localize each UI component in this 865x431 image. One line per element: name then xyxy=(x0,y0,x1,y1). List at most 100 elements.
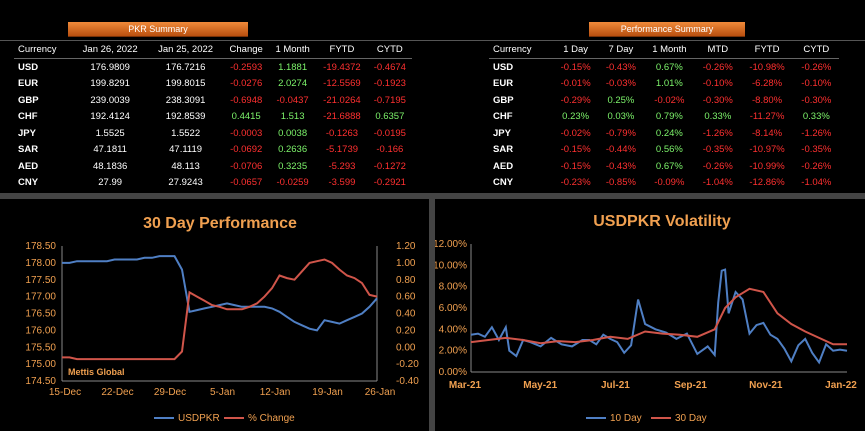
chart1-legend-label: USDPKR xyxy=(178,413,220,424)
perf-cell: CHF xyxy=(493,111,513,123)
perf-row: USD -0.15% -0.43% 0.67% -0.26% -10.98% -0.26% xyxy=(489,59,839,76)
pkr-cell: -3.599 xyxy=(328,177,356,189)
pkr-cell: 192.8539 xyxy=(165,111,206,123)
pkr-row: GBP 239.0039 238.3091 -0.6948 -0.0437 -21.026… xyxy=(14,92,412,109)
pkr-cell: USD xyxy=(18,61,39,73)
pkr-cell: -19.4372 xyxy=(323,61,361,73)
chart2-legend-label: 10 Day xyxy=(610,413,642,424)
chart2-y-tick: 8.00% xyxy=(439,282,467,293)
perf-cell: -0.85% xyxy=(605,177,636,189)
chart1-series-pct-change-line xyxy=(62,258,378,361)
performance-summary-header: Performance Summary xyxy=(589,22,745,37)
chart1-y-right-tick: 1.20 xyxy=(396,241,416,252)
pkr-row: AED 48.1836 48.113 -0.0706 0.3235 -5.293 -0.12… xyxy=(14,158,412,175)
chart2-legend-label: 30 Day xyxy=(675,413,707,424)
header-rule xyxy=(0,40,865,41)
pkr-cell: 176.7216 xyxy=(165,61,206,73)
pkr-cell: -0.6948 xyxy=(230,94,263,106)
perf-cell: -0.26% xyxy=(702,160,733,172)
pkr-row: USD 176.9809 176.7216 -0.2593 1.1881 -19.4372… xyxy=(14,59,412,76)
pkr-cell: 1.513 xyxy=(280,111,305,123)
perf-col-header: 1 Day xyxy=(552,41,599,59)
perf-cell: -0.29% xyxy=(560,94,591,106)
pkr-col-header: Currency xyxy=(14,41,73,59)
chart1-series-usdpkr-line xyxy=(62,255,378,332)
pkr-cell: 0.3235 xyxy=(278,160,308,172)
chart2-axes: 12.00% 10.00% 8.00% 6.00% 4.00% 2.00% 0.00% Mar… xyxy=(435,239,857,391)
chart1-legend-label: % Change xyxy=(248,413,295,424)
perf-cell: CNY xyxy=(493,177,514,189)
perf-cell: -0.79% xyxy=(605,127,636,139)
perf-cell: 0.33% xyxy=(704,111,732,123)
perf-cell: -1.26% xyxy=(702,127,733,139)
perf-cell: -8.14% xyxy=(752,127,783,139)
chart1-y-right-tick: -0.20 xyxy=(396,359,419,370)
perf-col-header: Currency xyxy=(489,41,553,59)
pkr-cell: EUR xyxy=(18,78,39,90)
perf-cell: -1.04% xyxy=(801,177,832,189)
perf-cell: 0.23% xyxy=(562,111,590,123)
perf-cell: -0.02% xyxy=(560,127,591,139)
pkr-cell: 0.6357 xyxy=(375,111,405,123)
perf-cell: -0.44% xyxy=(605,144,636,156)
chart1-x-tick: 22-Dec xyxy=(101,387,133,398)
chart1-x-tick: 12-Jan xyxy=(260,387,291,398)
chart1-watermark: Mettis Global xyxy=(68,367,125,377)
pkr-col-header: Jan 26, 2022 xyxy=(72,41,148,59)
chart2-series-30-day-line xyxy=(470,287,847,346)
chart1-y-right-tick: 0.00 xyxy=(396,342,416,353)
pkr-row: EUR 199.8291 199.8015 -0.0276 2.0274 -12.5569… xyxy=(14,76,412,93)
chart1-y-left-tick: 174.50 xyxy=(25,376,56,387)
chart-divider xyxy=(429,193,435,431)
pkr-cell: -0.7195 xyxy=(373,94,406,106)
perf-col-header: 1 Month xyxy=(643,41,696,59)
chart1-series xyxy=(62,255,378,361)
perf-cell: 0.25% xyxy=(607,94,635,106)
perf-cell: -0.10% xyxy=(801,78,832,90)
perf-cell: -0.10% xyxy=(702,78,733,90)
perf-cell: EUR xyxy=(493,78,514,90)
chart2-x-tick: Jan-22 xyxy=(825,380,857,391)
pkr-cell: -5.1739 xyxy=(325,144,359,156)
perf-row: GBP -0.29% 0.25% -0.02% -0.30% -8.80% -0.30% xyxy=(489,92,839,109)
perf-cell: -0.01% xyxy=(560,78,591,90)
perf-cell: -1.26% xyxy=(801,127,832,139)
perf-cell: -0.35% xyxy=(801,144,832,156)
chart1-legend: USDPKR % Change xyxy=(154,413,295,424)
pkr-row: CHF 192.4124 192.8539 0.4415 1.513 -21.6888 0.… xyxy=(14,109,412,126)
thirty-day-performance-chart: 30 Day Performance 178.50 178.00 177.50 177… xyxy=(25,215,419,424)
pkr-summary-header: PKR Summary xyxy=(68,22,248,37)
chart1-x-tick: 15-Dec xyxy=(49,387,81,398)
pkr-cell: -5.293 xyxy=(328,160,356,172)
pkr-cell: JPY xyxy=(18,127,36,139)
pkr-cell: AED xyxy=(18,160,39,172)
pkr-cell: SAR xyxy=(18,144,39,156)
chart2-series-10-day-line xyxy=(470,268,848,365)
pkr-cell: 0.0038 xyxy=(278,127,308,139)
chart1-y-right-tick: 0.60 xyxy=(396,292,416,303)
pkr-cell: 1.5522 xyxy=(171,127,201,139)
perf-cell: -0.30% xyxy=(801,94,832,106)
pkr-cell: -0.0437 xyxy=(276,94,309,106)
pkr-summary-header-row: Currency Jan 26, 2022 Jan 25, 2022 Change 1 … xyxy=(14,41,412,59)
perf-col-header: 7 Day xyxy=(598,41,644,59)
perf-cell: GBP xyxy=(493,94,514,106)
perf-cell: AED xyxy=(493,160,514,172)
perf-cell: -0.26% xyxy=(702,61,733,73)
chart2-x-tick: May-21 xyxy=(523,380,557,391)
pkr-cell: 47.1811 xyxy=(93,144,127,156)
perf-cell: -11.27% xyxy=(749,111,785,123)
pkr-cell: -0.0706 xyxy=(230,160,263,172)
perf-cell: 1.01% xyxy=(655,78,683,90)
perf-cell: -0.35% xyxy=(702,144,733,156)
chart2-x-tick: Jul-21 xyxy=(601,380,630,391)
chart1-axes: 178.50 178.00 177.50 177.00 176.50 176.00 175.… xyxy=(25,241,419,398)
pkr-cell: 199.8015 xyxy=(165,78,206,90)
pkr-cell: 27.99 xyxy=(98,177,123,189)
pkr-cell: -0.2593 xyxy=(230,61,263,73)
perf-row: AED -0.15% -0.43% 0.67% -0.26% -10.99% -0.26% xyxy=(489,158,839,175)
perf-cell: -0.30% xyxy=(702,94,733,106)
pkr-cell: -0.0195 xyxy=(373,127,406,139)
pkr-cell: -0.0003 xyxy=(230,127,263,139)
pkr-cell: 47.1119 xyxy=(169,144,203,156)
